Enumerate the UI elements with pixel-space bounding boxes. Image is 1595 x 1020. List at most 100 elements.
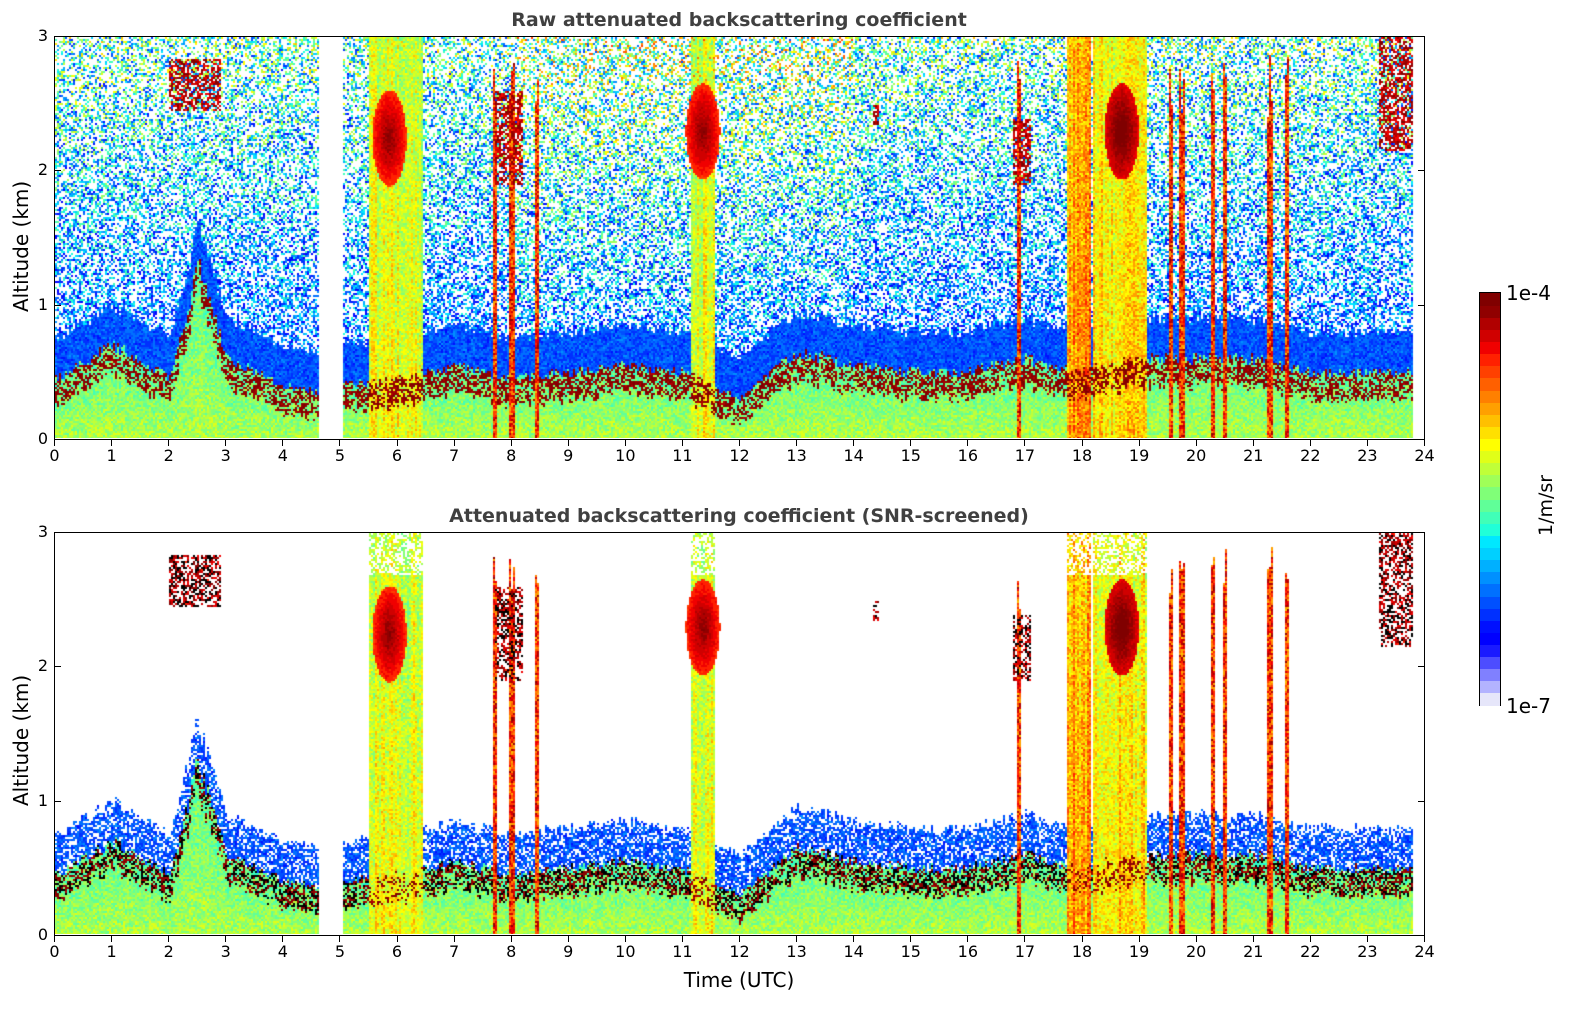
- colorbar-segment: [1480, 377, 1500, 391]
- colorbar-segment: [1480, 583, 1500, 597]
- x-tick: [853, 440, 855, 446]
- x-tick-label: 23: [1357, 446, 1378, 465]
- colorbar-segment: [1480, 486, 1500, 500]
- x-tick-label: 17: [1014, 446, 1036, 465]
- x-tick-label: 2: [163, 446, 174, 465]
- x-tick-label: 15: [900, 942, 921, 961]
- colorbar-segment: [1480, 656, 1500, 670]
- colorbar-segment: [1480, 511, 1500, 524]
- x-tick-label: 3: [220, 942, 231, 961]
- y-axis-title-screened: Altitude (km): [9, 674, 33, 806]
- x-tick-label: 10: [615, 446, 636, 465]
- y-tick: [55, 666, 61, 668]
- y-tick-right: [1418, 935, 1424, 936]
- x-tick-label: 11: [672, 446, 693, 465]
- x-tick-label: 23: [1357, 942, 1378, 961]
- x-tick: [967, 936, 969, 942]
- x-tick: [1081, 440, 1083, 446]
- y-tick-right: [1418, 304, 1424, 306]
- x-tick-label: 10: [615, 942, 636, 961]
- x-tick-label: 24: [1414, 942, 1435, 961]
- colorbar-segment: [1480, 293, 1500, 306]
- colorbar-segment: [1480, 632, 1500, 645]
- x-axis-title: Time (UTC): [683, 968, 795, 992]
- y-tick-label: 0: [37, 925, 48, 944]
- y-tick: [55, 532, 61, 533]
- x-tick: [282, 440, 284, 446]
- y-tick-label: 1: [37, 790, 48, 810]
- x-tick-label: 16: [957, 446, 979, 465]
- x-tick: [1024, 936, 1026, 942]
- x-tick: [1309, 936, 1311, 942]
- y-tick-right: [1418, 666, 1424, 668]
- x-tick: [681, 936, 683, 942]
- x-tick: [796, 936, 798, 942]
- x-tick: [624, 440, 626, 446]
- x-tick: [1424, 936, 1425, 942]
- x-tick-label: 4: [277, 942, 288, 961]
- x-tick-label: 17: [1014, 942, 1036, 961]
- x-tick-label: 21: [1243, 446, 1264, 465]
- y-axis-title-raw: Altitude (km): [9, 180, 33, 312]
- x-tick: [396, 440, 398, 446]
- y-tick: [55, 304, 61, 306]
- heatmap-raw-canvas: [55, 37, 1423, 438]
- x-tick-label: 9: [563, 942, 574, 961]
- y-tick-label: 3: [37, 26, 48, 45]
- x-tick-label: 8: [506, 942, 517, 961]
- x-tick-label: 5: [334, 446, 345, 465]
- x-tick: [1138, 936, 1140, 942]
- x-tick: [1252, 936, 1254, 942]
- colorbar-segment: [1480, 402, 1500, 415]
- x-tick-label: 6: [391, 446, 403, 465]
- y-tick: [55, 36, 61, 37]
- colorbar-segment: [1480, 608, 1500, 621]
- y-tick-label: 3: [37, 522, 48, 541]
- y-tick: [55, 439, 61, 440]
- x-tick-label: 8: [506, 446, 517, 465]
- colorbar-segment: [1480, 341, 1500, 355]
- x-tick: [1081, 936, 1083, 942]
- x-tick: [1309, 440, 1311, 446]
- colorbar-segment: [1480, 389, 1500, 403]
- x-tick: [54, 936, 55, 942]
- colorbar-segment: [1480, 595, 1500, 609]
- x-tick: [453, 936, 455, 942]
- x-tick: [54, 440, 55, 446]
- x-tick-label: 0: [49, 942, 60, 961]
- x-tick-label: 14: [843, 446, 864, 465]
- x-tick-label: 18: [1071, 446, 1093, 465]
- x-tick: [1424, 440, 1425, 446]
- x-tick-label: 11: [672, 942, 693, 961]
- x-tick: [624, 936, 626, 942]
- x-tick-label: 13: [786, 446, 807, 465]
- x-tick-label: 4: [277, 446, 288, 465]
- x-tick-label: 1: [106, 942, 117, 961]
- x-tick: [453, 440, 455, 446]
- colorbar-segment: [1480, 523, 1500, 536]
- y-tick: [55, 800, 61, 802]
- colorbar-segment: [1480, 353, 1500, 367]
- x-tick: [567, 936, 569, 942]
- x-tick: [1366, 936, 1368, 942]
- x-tick: [168, 936, 170, 942]
- x-tick-label: 7: [448, 446, 460, 465]
- x-tick: [111, 440, 113, 446]
- y-tick-right: [1418, 532, 1424, 533]
- x-tick-label: 15: [900, 446, 921, 465]
- x-tick-label: 7: [448, 942, 460, 961]
- x-tick: [681, 440, 683, 446]
- x-tick-label: 21: [1243, 942, 1264, 961]
- x-tick-label: 16: [957, 942, 979, 961]
- x-tick-label: 20: [1185, 942, 1207, 961]
- heatmap-screened-canvas: [55, 533, 1423, 934]
- y-tick-right: [1418, 36, 1424, 37]
- colorbar-segment: [1480, 329, 1500, 343]
- colorbar-segment: [1480, 547, 1500, 561]
- x-tick-label: 3: [220, 446, 231, 465]
- x-tick: [910, 440, 912, 446]
- colorbar-segment: [1480, 474, 1500, 488]
- y-tick-label: 0: [37, 429, 48, 448]
- x-tick-label: 24: [1414, 446, 1435, 465]
- x-tick: [1024, 440, 1026, 446]
